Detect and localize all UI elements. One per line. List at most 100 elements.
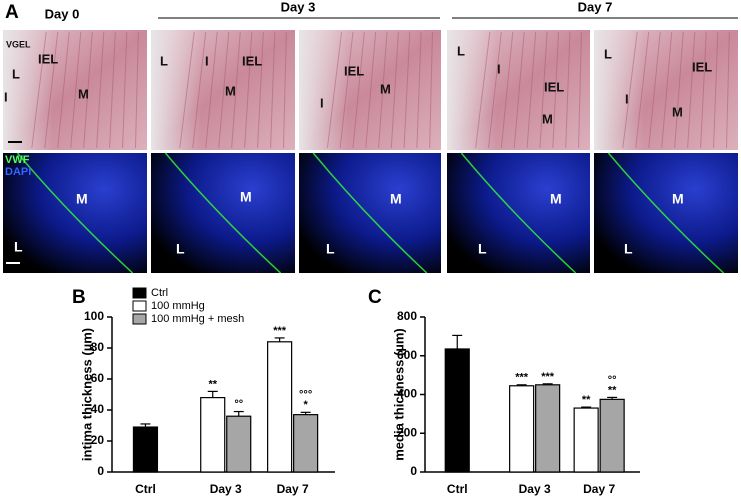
bar — [599, 398, 625, 473]
image-label: VGEL — [6, 39, 31, 49]
fiber — [661, 31, 673, 149]
x-tick-label: Day 7 — [277, 482, 309, 496]
panel-label: B — [72, 287, 86, 308]
fiber — [179, 31, 195, 149]
significance: * — [303, 399, 308, 411]
fiber — [231, 31, 241, 149]
image-label: M — [672, 104, 683, 119]
legend-label: Ctrl — [151, 287, 168, 299]
image-label: L — [604, 46, 612, 61]
fiber — [487, 31, 502, 149]
legend-swatch — [132, 313, 147, 325]
panel-label: C — [368, 287, 382, 308]
image-label: L — [457, 43, 465, 58]
fiber — [578, 31, 582, 149]
fiber — [648, 31, 661, 149]
fiber — [700, 31, 707, 149]
bar — [200, 397, 226, 473]
y-axis-label: intima thickness (µm) — [79, 328, 94, 461]
fiber — [134, 31, 139, 149]
fiber — [687, 31, 696, 149]
bar — [226, 415, 252, 473]
fiber — [390, 31, 399, 149]
legend-swatch — [132, 287, 147, 299]
significance: °°° — [299, 389, 312, 401]
scale-bar — [6, 262, 20, 264]
image-label: M — [380, 81, 391, 96]
image-label: M — [672, 191, 684, 207]
image-label: M — [550, 191, 562, 207]
bar — [293, 414, 319, 473]
fiber — [622, 31, 638, 149]
header: Day 7 — [578, 0, 613, 14]
vwf-signal — [16, 152, 134, 274]
image-label: L — [176, 241, 185, 257]
image-label: IEL — [344, 63, 364, 78]
fiber — [31, 31, 47, 149]
significance: *** — [273, 325, 287, 337]
fiber — [257, 31, 264, 149]
fiber — [326, 31, 343, 149]
y-tick-label: 600 — [397, 348, 417, 362]
lumen — [594, 30, 645, 150]
vwf-signal — [607, 152, 725, 274]
fiber — [552, 31, 560, 149]
fiber — [539, 31, 548, 149]
y-axis-label: media thickness (µm) — [391, 328, 406, 460]
legend-label: 100 mmHg — [151, 300, 205, 312]
fiber — [109, 31, 116, 149]
image-label: M — [240, 189, 252, 205]
lumen — [3, 30, 54, 150]
fiber — [513, 31, 525, 149]
bar — [444, 348, 470, 473]
header: Day 3 — [281, 0, 316, 14]
fiber — [218, 31, 230, 149]
vwf-signal — [164, 152, 282, 274]
fiber — [526, 31, 537, 149]
image-label: I — [4, 89, 8, 104]
image-label: L — [326, 241, 335, 257]
fiber — [725, 31, 730, 149]
image-label: IEL — [38, 51, 58, 66]
y-tick-label: 200 — [397, 425, 417, 439]
fiber — [339, 31, 354, 149]
x-tick-label: Day 3 — [519, 482, 551, 496]
fiber — [635, 31, 650, 149]
scale-bar — [8, 141, 22, 143]
significance: °° — [234, 398, 243, 410]
stain-label: DAPI — [5, 166, 31, 178]
if-image — [299, 153, 441, 273]
fiber — [500, 31, 514, 149]
fiber — [403, 31, 411, 149]
fiber — [429, 31, 433, 149]
y-tick-label: 0 — [410, 464, 417, 478]
significance: *** — [541, 371, 555, 383]
micrographs — [3, 30, 738, 274]
image-label: L — [478, 241, 487, 257]
legend-label: 100 mmHg + mesh — [151, 313, 244, 325]
significance: ** — [208, 378, 217, 390]
if-image — [151, 153, 295, 273]
image-label: IEL — [242, 53, 262, 68]
legend-swatch — [132, 300, 147, 312]
bar — [267, 341, 293, 473]
header: Day 0 — [45, 6, 80, 21]
if-image — [3, 153, 147, 273]
image-label: L — [624, 241, 633, 257]
if-image — [447, 153, 590, 273]
image-label: I — [497, 61, 501, 76]
x-tick-label: Ctrl — [135, 482, 156, 496]
image-label: L — [12, 66, 20, 81]
lumen — [447, 30, 498, 150]
image-label: M — [78, 86, 89, 101]
bar — [132, 426, 159, 473]
lumen — [299, 30, 349, 150]
vwf-signal — [312, 152, 428, 274]
y-tick-label: 400 — [397, 387, 417, 401]
x-tick-label: Day 7 — [583, 482, 615, 496]
bar — [509, 385, 535, 473]
fiber — [122, 31, 128, 149]
fiber — [378, 31, 388, 149]
image-label: L — [160, 53, 168, 68]
